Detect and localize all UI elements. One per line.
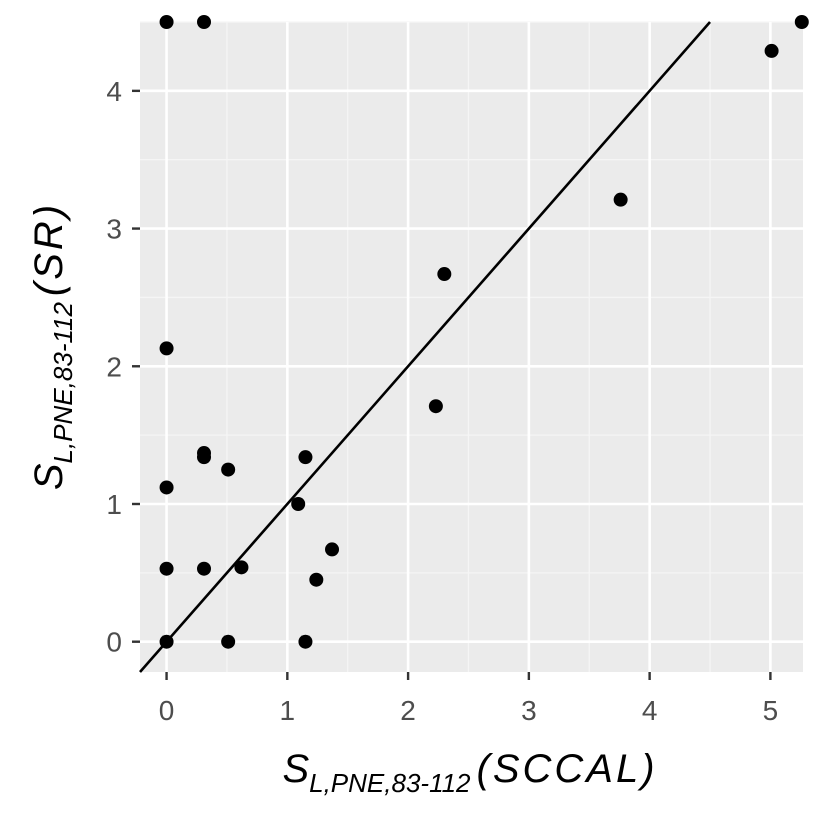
plot-panel (140, 22, 803, 672)
y-axis-ticks: 0 1 2 3 4 (106, 76, 140, 658)
data-point (234, 560, 249, 575)
x-tick-label: 5 (763, 695, 779, 726)
data-point (221, 634, 236, 649)
y-axis-title: SL,PNE,83-112 (SR) (27, 202, 78, 490)
x-tick-label: 3 (521, 695, 537, 726)
data-point (159, 634, 174, 649)
x-axis-title: SL,PNE,83-112 (SCCAL) (282, 747, 657, 798)
minor-gridlines (140, 21, 803, 672)
data-point (159, 480, 174, 495)
y-axis-title-paren: (SR) (27, 202, 71, 296)
y-tick-label: 1 (106, 489, 122, 520)
x-axis-title-paren: (SCCAL) (477, 747, 658, 791)
y-tick-label: 4 (106, 76, 122, 107)
data-points (159, 15, 809, 649)
data-point (764, 43, 779, 58)
x-tick-label: 1 (280, 695, 296, 726)
x-tick-label: 4 (642, 695, 658, 726)
data-point (613, 192, 628, 207)
data-point (325, 542, 340, 557)
x-axis-title-subscript: L,PNE,83-112 (309, 768, 471, 798)
data-point (159, 561, 174, 576)
data-point (197, 15, 212, 29)
data-point (221, 462, 236, 477)
data-point (197, 450, 212, 465)
data-point (428, 399, 443, 414)
y-axis-title-subscript: L,PNE,83-112 (48, 302, 78, 464)
data-point (159, 341, 174, 356)
y-tick-label: 0 (106, 627, 122, 658)
x-tick-label: 2 (400, 695, 416, 726)
data-point (437, 267, 452, 282)
y-tick-label: 3 (106, 214, 122, 245)
y-tick-label: 2 (106, 351, 122, 382)
data-point (309, 572, 324, 587)
data-point (298, 450, 313, 465)
reference-line (139, 21, 711, 673)
x-axis-ticks: 0 1 2 3 4 5 (159, 672, 778, 726)
x-axis-title-main: S (282, 747, 309, 791)
x-tick-label: 0 (159, 695, 175, 726)
data-point (298, 634, 313, 649)
data-point (794, 15, 809, 29)
data-point (291, 496, 306, 511)
data-point (197, 561, 212, 576)
data-point (159, 15, 174, 29)
y-axis-title-main: S (27, 463, 71, 490)
major-gridlines (140, 22, 803, 672)
